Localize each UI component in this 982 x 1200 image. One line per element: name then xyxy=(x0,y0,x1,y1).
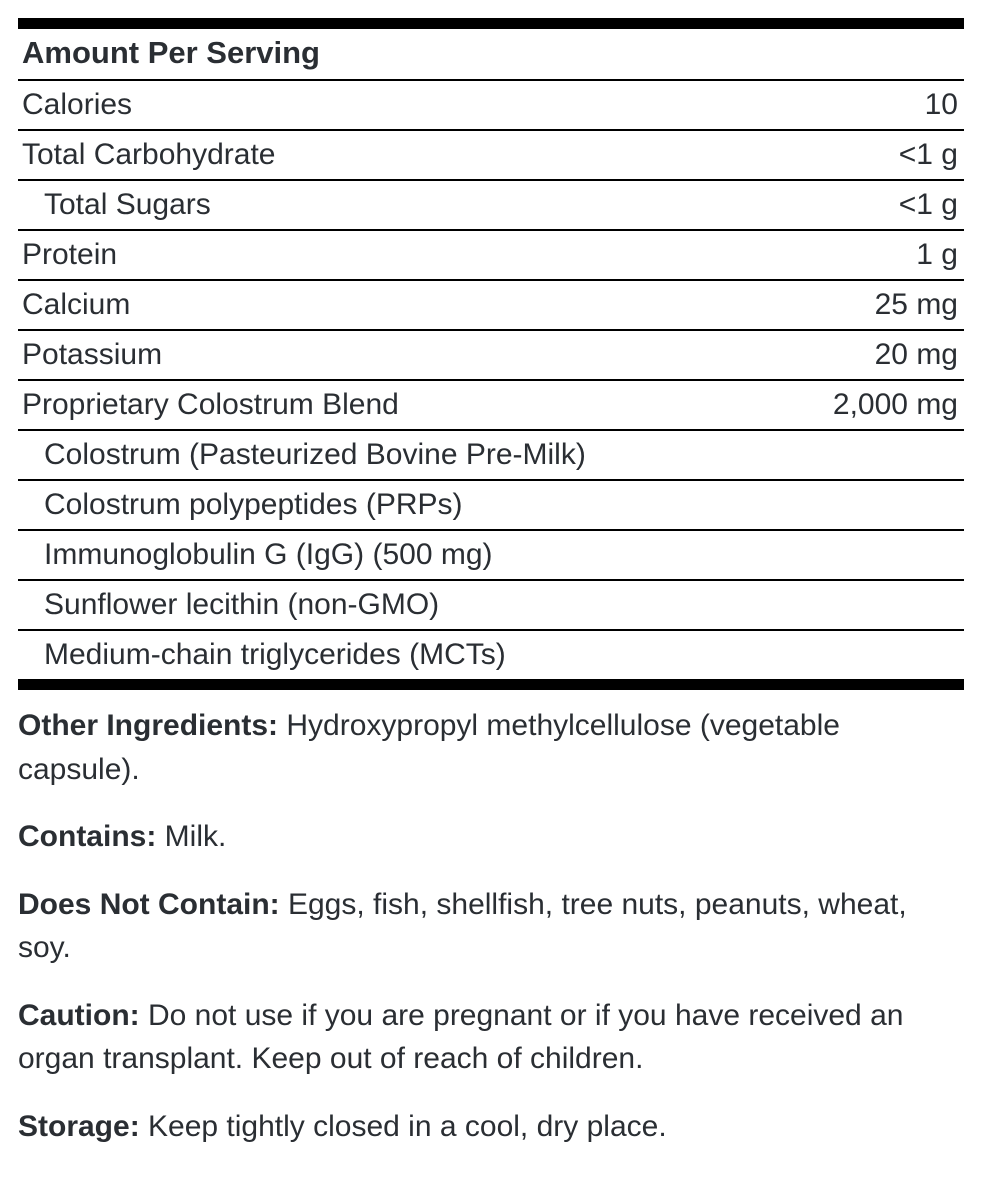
row-calcium: Calcium 25 mg xyxy=(18,281,964,331)
label-sugars: Total Sugars xyxy=(22,188,211,222)
row-mcts: Medium-chain triglycerides (MCTs) xyxy=(18,631,964,679)
contains-text: Milk. xyxy=(156,820,226,853)
label-calcium: Calcium xyxy=(22,288,130,322)
label-prps: Colostrum polypeptides (PRPs) xyxy=(22,488,463,522)
info-block: Other Ingredients: Hydroxypropyl methylc… xyxy=(18,704,964,1148)
storage-label: Storage: xyxy=(18,1110,140,1143)
storage: Storage: Keep tightly closed in a cool, … xyxy=(18,1105,964,1149)
row-colostrum: Colostrum (Pasteurized Bovine Pre-Milk) xyxy=(18,431,964,481)
value-blend: 2,000 mg xyxy=(833,388,958,422)
does-not-contain: Does Not Contain: Eggs, fish, shellfish,… xyxy=(18,883,964,970)
caution: Caution: Do not use if you are pregnant … xyxy=(18,994,964,1081)
storage-text: Keep tightly closed in a cool, dry place… xyxy=(140,1110,667,1143)
row-prps: Colostrum polypeptides (PRPs) xyxy=(18,481,964,531)
label-mcts: Medium-chain triglycerides (MCTs) xyxy=(22,638,506,672)
label-carbohydrate: Total Carbohydrate xyxy=(22,138,275,172)
row-calories: Calories 10 xyxy=(18,81,964,131)
amount-per-serving-header: Amount Per Serving xyxy=(18,29,964,81)
nutrition-facts-panel: Amount Per Serving Calories 10 Total Car… xyxy=(18,18,964,690)
caution-label: Caution: xyxy=(18,999,140,1032)
row-sugars: Total Sugars <1 g xyxy=(18,181,964,231)
label-igg: Immunoglobulin G (IgG) (500 mg) xyxy=(22,538,493,572)
value-protein: 1 g xyxy=(916,238,958,272)
label-colostrum: Colostrum (Pasteurized Bovine Pre-Milk) xyxy=(22,438,586,472)
label-calories: Calories xyxy=(22,88,132,122)
row-potassium: Potassium 20 mg xyxy=(18,331,964,381)
contains-label: Contains: xyxy=(18,820,156,853)
other-ingredients: Other Ingredients: Hydroxypropyl methylc… xyxy=(18,704,964,791)
value-calcium: 25 mg xyxy=(875,288,958,322)
row-carbohydrate: Total Carbohydrate <1 g xyxy=(18,131,964,181)
caution-text: Do not use if you are pregnant or if you… xyxy=(18,999,903,1076)
value-potassium: 20 mg xyxy=(875,338,958,372)
row-igg: Immunoglobulin G (IgG) (500 mg) xyxy=(18,531,964,581)
value-carbohydrate: <1 g xyxy=(899,138,958,172)
label-potassium: Potassium xyxy=(22,338,162,372)
row-protein: Protein 1 g xyxy=(18,231,964,281)
row-blend: Proprietary Colostrum Blend 2,000 mg xyxy=(18,381,964,431)
row-lecithin: Sunflower lecithin (non-GMO) xyxy=(18,581,964,631)
label-blend: Proprietary Colostrum Blend xyxy=(22,388,399,422)
other-ingredients-label: Other Ingredients: xyxy=(18,709,278,742)
value-sugars: <1 g xyxy=(899,188,958,222)
contains: Contains: Milk. xyxy=(18,815,964,859)
value-calories: 10 xyxy=(925,88,958,122)
label-protein: Protein xyxy=(22,238,117,272)
label-lecithin: Sunflower lecithin (non-GMO) xyxy=(22,588,439,622)
dnc-label: Does Not Contain: xyxy=(18,888,280,921)
